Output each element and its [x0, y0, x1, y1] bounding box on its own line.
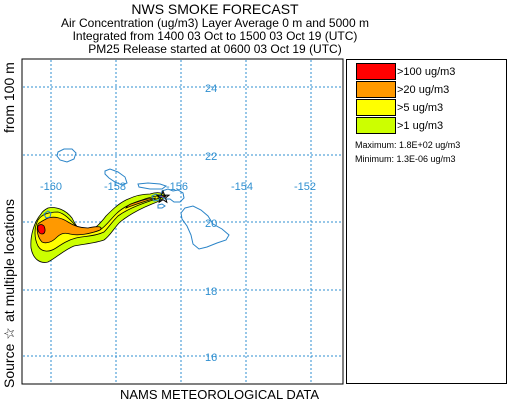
- lon-label-156: -156: [166, 181, 188, 193]
- legend-label: >100 ug/m3: [397, 65, 456, 78]
- plume-contour-3: [36, 197, 157, 244]
- legend-swatch-lime: [356, 117, 396, 134]
- coast-molokai: [137, 182, 168, 190]
- lon-label-152: -152: [294, 181, 316, 193]
- legend-item-5: >5 ug/m3: [356, 99, 443, 116]
- meteorological-data-label: NAMS METEOROLOGICAL DATA: [119, 387, 320, 402]
- coast-maui: [160, 188, 185, 203]
- map-frame: [21, 58, 344, 385]
- legend-swatch-red: [356, 63, 396, 80]
- legend-swatch-orange: [356, 81, 396, 98]
- lon-label-158: -158: [104, 181, 126, 193]
- legend-minimum: Minimum: 1.3E-06 ug/m3: [355, 154, 456, 164]
- coast-niihau: [43, 210, 52, 219]
- legend-label: >5 ug/m3: [397, 101, 444, 114]
- release-start: PM25 Release started at 0600 03 Oct 19 (…: [88, 42, 342, 56]
- smoke-plume: [30, 192, 167, 263]
- integration-period: Integrated from 1400 03 Oct to 1500 03 O…: [72, 29, 358, 43]
- source-locations-label: at multiple locations: [1, 199, 17, 322]
- legend-label: >20 ug/m3: [397, 83, 450, 96]
- coast-lanai: [151, 193, 161, 202]
- legend-swatch-yellow: [356, 99, 396, 116]
- coast-kauai: [56, 148, 77, 163]
- source-label: Source ☆: [1, 327, 17, 388]
- star-icon: [155, 189, 171, 204]
- lat-label-16: 16: [205, 352, 217, 364]
- coastlines: [43, 148, 230, 250]
- coast-kahoolawe: [157, 203, 166, 209]
- legend-item-100: >100 ug/m3: [356, 63, 455, 80]
- lon-label-160: -160: [40, 181, 62, 193]
- lat-label-22: 22: [205, 151, 217, 163]
- coast-hawaii: [180, 205, 230, 250]
- legend-maximum: Maximum: 1.8E+02 ug/m3: [355, 140, 461, 150]
- forecast-title: NWS SMOKE FORECAST: [131, 1, 299, 17]
- source-height-label: from 100 m: [1, 62, 17, 133]
- legend-label: >1 ug/m3: [397, 119, 444, 132]
- lon-label-154: -154: [231, 181, 253, 193]
- lat-label-24: 24: [205, 83, 217, 95]
- legend-item-1: >1 ug/m3: [356, 117, 443, 134]
- lat-label-20: 20: [205, 218, 217, 230]
- lat-label-18: 18: [205, 286, 217, 298]
- concentration-subtitle: Air Concentration (ug/m3) Layer Average …: [61, 16, 369, 30]
- coast-oahu: [104, 168, 128, 186]
- legend-item-20: >20 ug/m3: [356, 81, 449, 98]
- legend-panel: >100 ug/m3 >20 ug/m3 >5 ug/m3 >1 ug/m3 M…: [346, 59, 507, 384]
